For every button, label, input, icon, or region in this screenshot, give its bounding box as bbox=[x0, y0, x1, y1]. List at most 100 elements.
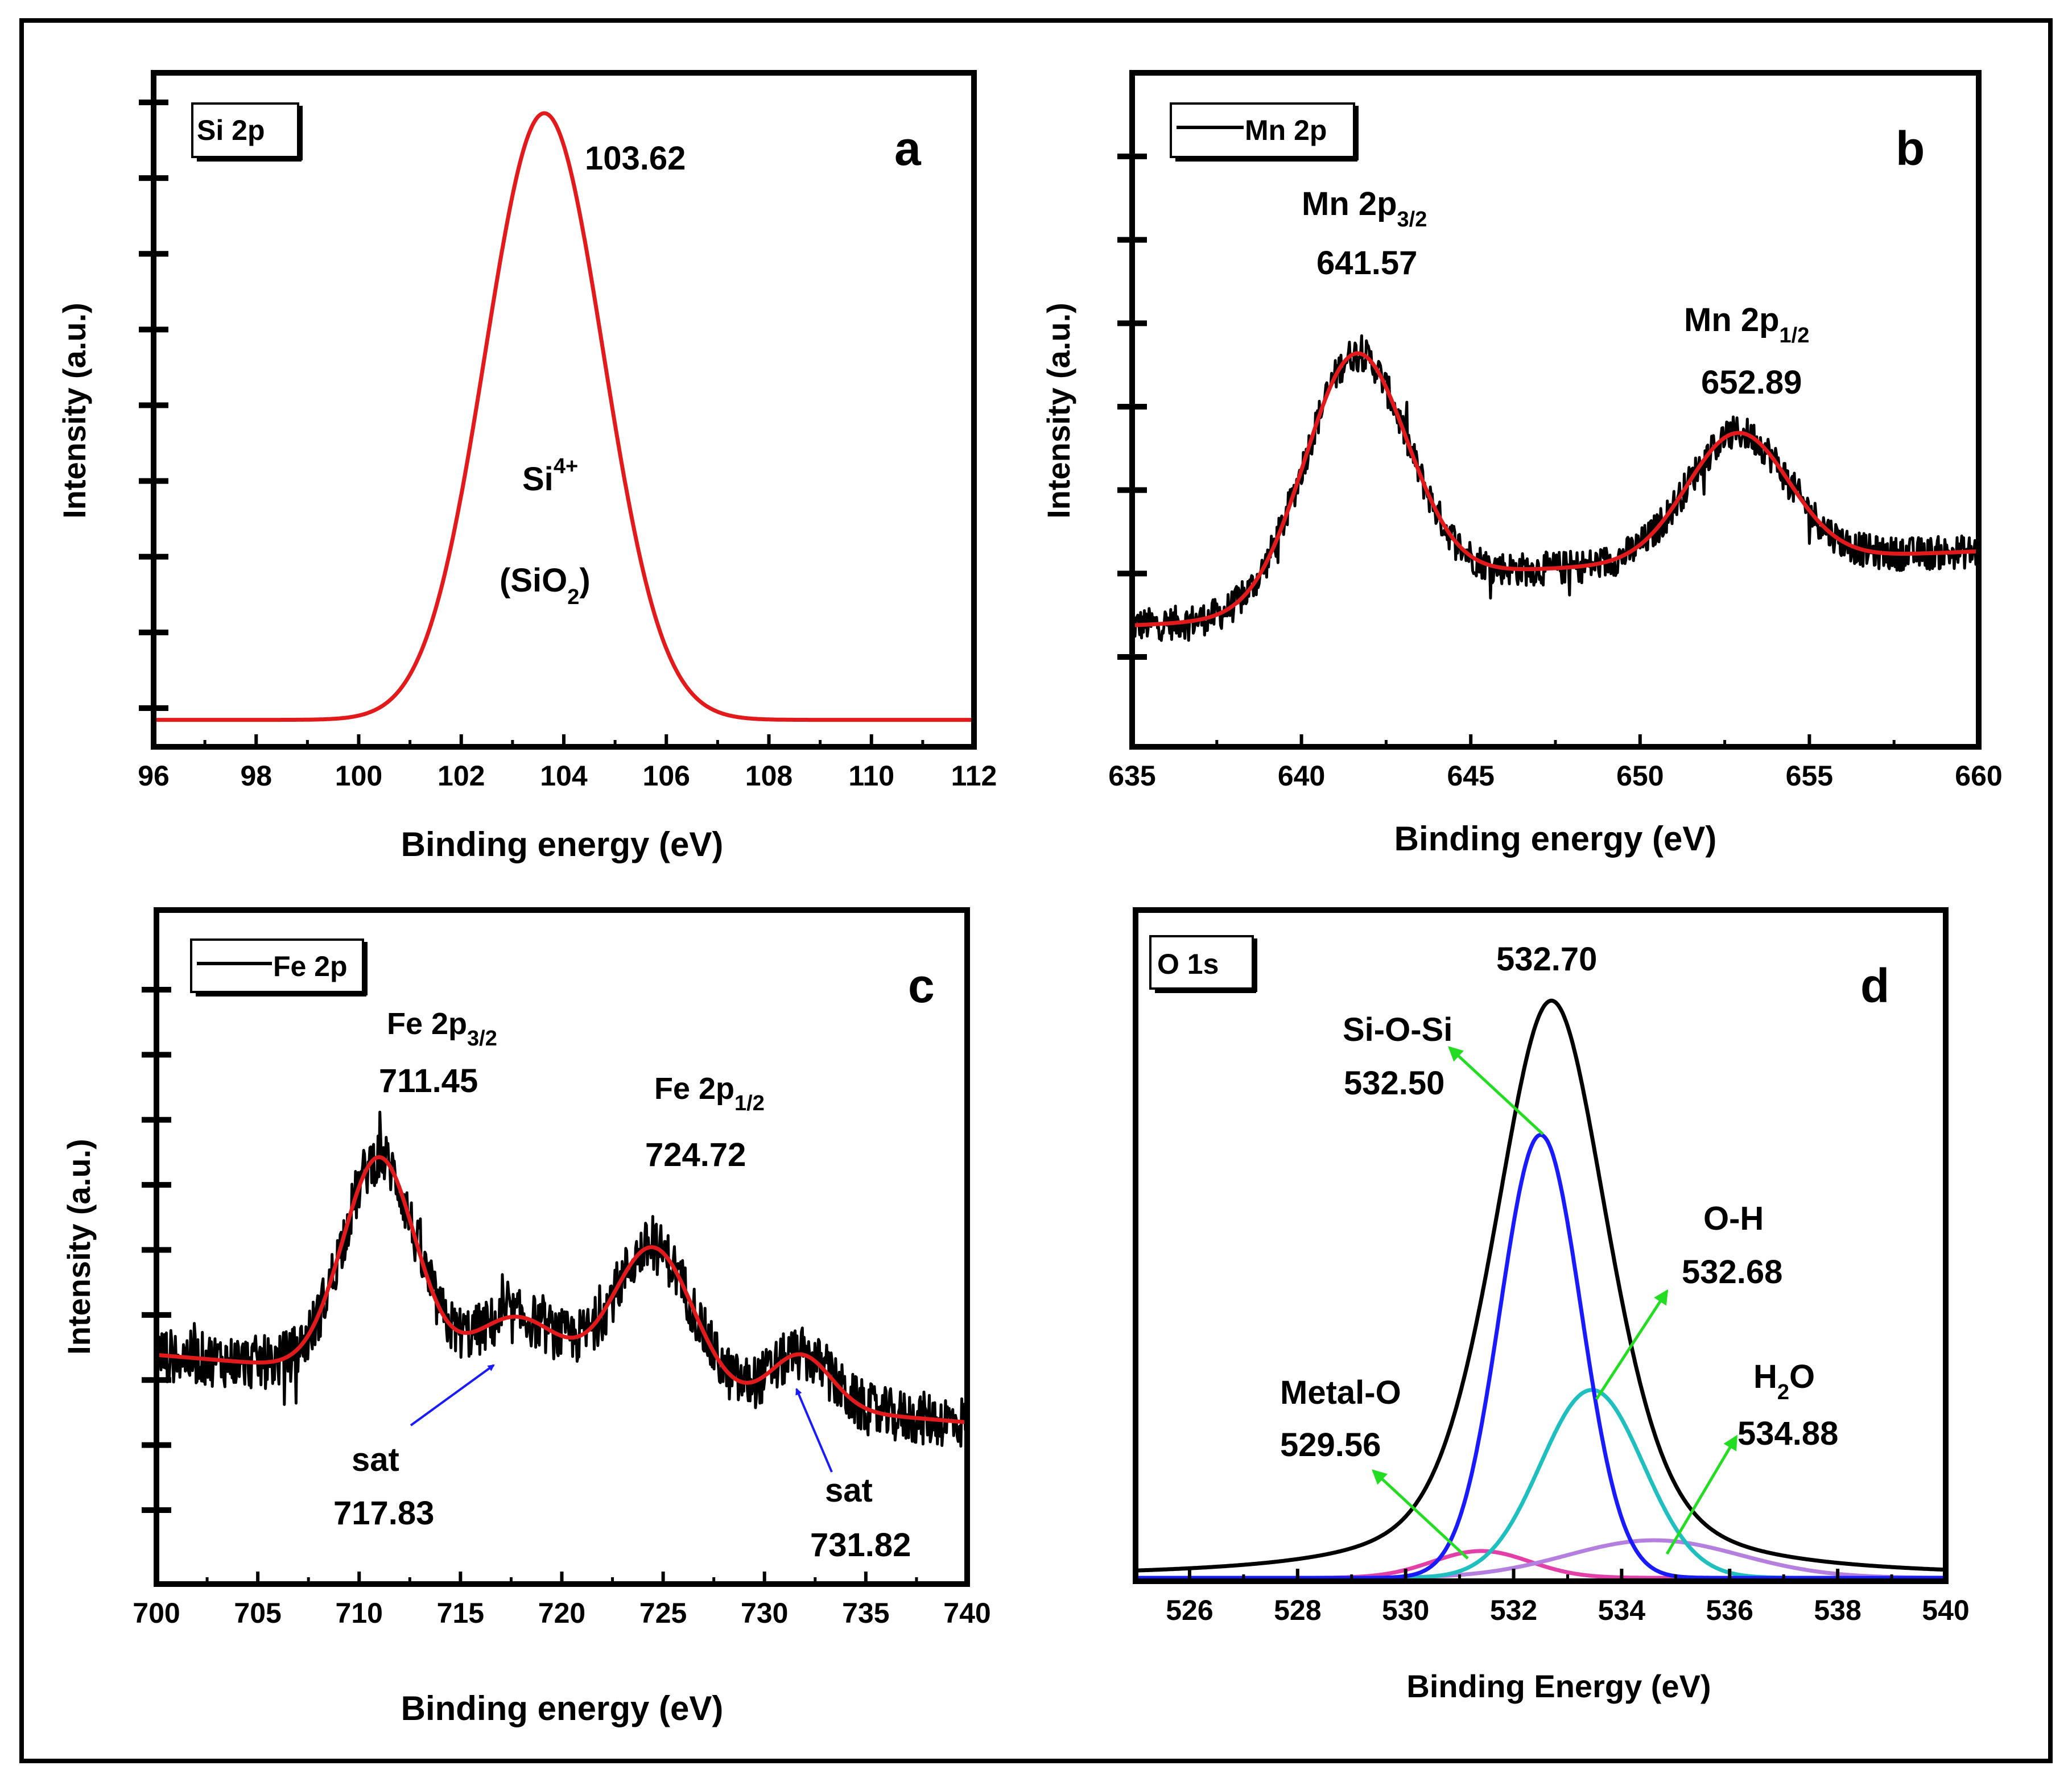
sat-value-2: 731.82 bbox=[810, 1527, 911, 1564]
x-ticks-b: 635 640 645 650 655 660 bbox=[1108, 734, 2003, 792]
x-ticks-a: 96 98 100 102 104 106 108 110 112 bbox=[138, 734, 997, 792]
x-tick-label: 108 bbox=[745, 760, 793, 792]
sat-arrow-2 bbox=[795, 1388, 833, 1473]
mn-2p12-value: 652.89 bbox=[1701, 364, 1802, 401]
legend-label-c: Fe 2p bbox=[273, 950, 348, 982]
x-tick-label: 715 bbox=[437, 1597, 484, 1629]
x-tick-label: 730 bbox=[741, 1597, 788, 1629]
panel-a: 96 98 100 102 104 106 108 110 112 Si 2p a 103.62… bbox=[56, 70, 997, 863]
x-tick-label: 102 bbox=[437, 760, 485, 792]
si-o-si-label: Si-O-Si bbox=[1343, 1011, 1452, 1048]
x-axis-label-b: Binding energy (eV) bbox=[1394, 820, 1717, 858]
x-tick-label: 655 bbox=[1786, 760, 1833, 792]
sat-arrow-1 bbox=[410, 1364, 495, 1427]
y-axis-label-b: Intensity (a.u.) bbox=[1041, 303, 1076, 519]
mn-2p32-label: Mn 2p3/2 bbox=[1302, 185, 1427, 231]
x-tick-label: 705 bbox=[234, 1597, 281, 1629]
axes-frame-a bbox=[151, 70, 977, 750]
series-d-envelope bbox=[1134, 998, 1947, 1573]
x-tick-label: 106 bbox=[643, 760, 690, 792]
legend-d: O 1s bbox=[1149, 935, 1257, 993]
x-tick-label: 740 bbox=[943, 1597, 990, 1629]
y-ticks-b bbox=[1117, 154, 1147, 660]
x-tick-label: 104 bbox=[540, 760, 588, 792]
x-tick-label: 635 bbox=[1108, 760, 1155, 792]
mn-2p32-value: 641.57 bbox=[1316, 245, 1417, 282]
plot-area-d bbox=[1134, 998, 1947, 1580]
si-o-si-value: 532.50 bbox=[1344, 1065, 1444, 1102]
x-tick-label: 650 bbox=[1616, 760, 1664, 792]
fe-2p12-label: Fe 2p1/2 bbox=[654, 1072, 765, 1115]
x-tick-label: 96 bbox=[138, 760, 170, 792]
metal-o-label: Metal-O bbox=[1280, 1374, 1401, 1411]
o-h-arrow bbox=[1595, 1289, 1669, 1400]
plot-area-c bbox=[155, 1110, 969, 1448]
legend-label-a: Si 2p bbox=[197, 114, 265, 146]
axes-frame-d bbox=[1133, 907, 1949, 1584]
x-tick-label: 538 bbox=[1814, 1594, 1861, 1626]
series-d-h2o bbox=[1134, 1538, 1947, 1580]
fe-2p32-value: 711.45 bbox=[379, 1062, 478, 1099]
sat-label-1: sat bbox=[352, 1441, 399, 1478]
x-tick-label: 100 bbox=[335, 760, 382, 792]
x-ticks-d: 526 528 530 532 534 536 538 540 bbox=[1166, 1569, 1970, 1626]
x-axis-label-a: Binding energy (eV) bbox=[401, 825, 724, 863]
raw-spectrum-b bbox=[1131, 334, 1980, 642]
panel-b: 635 640 645 650 655 660 Mn 2p b Mn 2p3/2 641.… bbox=[1041, 70, 2003, 858]
x-ticks-c: 700 705 710 715 720 725 730 735 740 bbox=[133, 1572, 991, 1629]
x-tick-label: 725 bbox=[639, 1597, 687, 1629]
y-axis-label-a: Intensity (a.u.) bbox=[56, 303, 92, 519]
y-ticks-c bbox=[142, 987, 171, 1513]
plot-area-a bbox=[152, 111, 975, 722]
x-tick-label: 735 bbox=[842, 1597, 889, 1629]
x-tick-label: 530 bbox=[1382, 1594, 1429, 1626]
panel-letter-a: a bbox=[894, 122, 922, 175]
x-tick-label: 98 bbox=[240, 760, 272, 792]
x-tick-label: 700 bbox=[133, 1597, 180, 1629]
series-a-si-2p bbox=[152, 111, 975, 722]
sat-label-2: sat bbox=[825, 1472, 873, 1509]
h2o-label: H2O bbox=[1753, 1358, 1815, 1404]
panel-d: 526 528 530 532 534 536 538 540 O 1s d 532.70 S… bbox=[1133, 907, 1970, 1704]
metal-o-value: 529.56 bbox=[1280, 1427, 1381, 1463]
panel-letter-d: d bbox=[1860, 959, 1889, 1012]
sio2-label: (SiO2) bbox=[500, 562, 591, 609]
figure-frame bbox=[19, 18, 2053, 1763]
envelope-peak-label: 532.70 bbox=[1496, 941, 1597, 978]
sat-value-1: 717.83 bbox=[333, 1495, 434, 1532]
x-tick-label: 720 bbox=[538, 1597, 585, 1629]
x-tick-label: 528 bbox=[1274, 1594, 1321, 1626]
x-tick-label: 534 bbox=[1598, 1594, 1646, 1626]
x-tick-label: 645 bbox=[1447, 760, 1494, 792]
h2o-value: 534.88 bbox=[1737, 1415, 1838, 1452]
y-axis-label-c: Intensity (a.u.) bbox=[61, 1139, 97, 1355]
panel-letter-b: b bbox=[1896, 122, 1925, 175]
x-tick-label: 110 bbox=[848, 760, 894, 792]
x-tick-label: 532 bbox=[1490, 1594, 1537, 1626]
si-o-si-arrow bbox=[1448, 1046, 1544, 1135]
plot-area-b bbox=[1131, 334, 1980, 642]
x-tick-label: 112 bbox=[951, 760, 997, 792]
panel-c: 700 705 710 715 720 725 730 735 740 Fe 2p c Fe 2… bbox=[61, 907, 991, 1727]
o-h-value: 532.68 bbox=[1682, 1254, 1782, 1291]
o-h-label: O-H bbox=[1703, 1200, 1764, 1237]
axes-frame-b bbox=[1129, 70, 1982, 750]
fe-2p12-value: 724.72 bbox=[645, 1136, 746, 1173]
x-axis-label-d: Binding Energy (eV) bbox=[1406, 1668, 1711, 1704]
peak-label-a: 103.62 bbox=[585, 140, 686, 177]
x-tick-label: 710 bbox=[336, 1597, 383, 1629]
x-axis-label-c: Binding energy (eV) bbox=[401, 1689, 724, 1727]
y-ticks-a bbox=[139, 100, 168, 711]
x-tick-label: 660 bbox=[1955, 760, 2002, 792]
legend-c: Fe 2p bbox=[190, 938, 368, 997]
x-tick-label: 526 bbox=[1166, 1594, 1213, 1626]
x-tick-label: 540 bbox=[1922, 1594, 1969, 1626]
raw-spectrum-c bbox=[155, 1110, 969, 1448]
si4-label: Si4+ bbox=[522, 454, 578, 498]
fe-2p32-label: Fe 2p3/2 bbox=[387, 1007, 497, 1051]
legend-a: Si 2p bbox=[191, 102, 303, 162]
series-c-fe-2p-fit bbox=[155, 1155, 968, 1425]
panel-letter-c: c bbox=[908, 959, 935, 1012]
metal-o-arrow bbox=[1372, 1469, 1469, 1560]
